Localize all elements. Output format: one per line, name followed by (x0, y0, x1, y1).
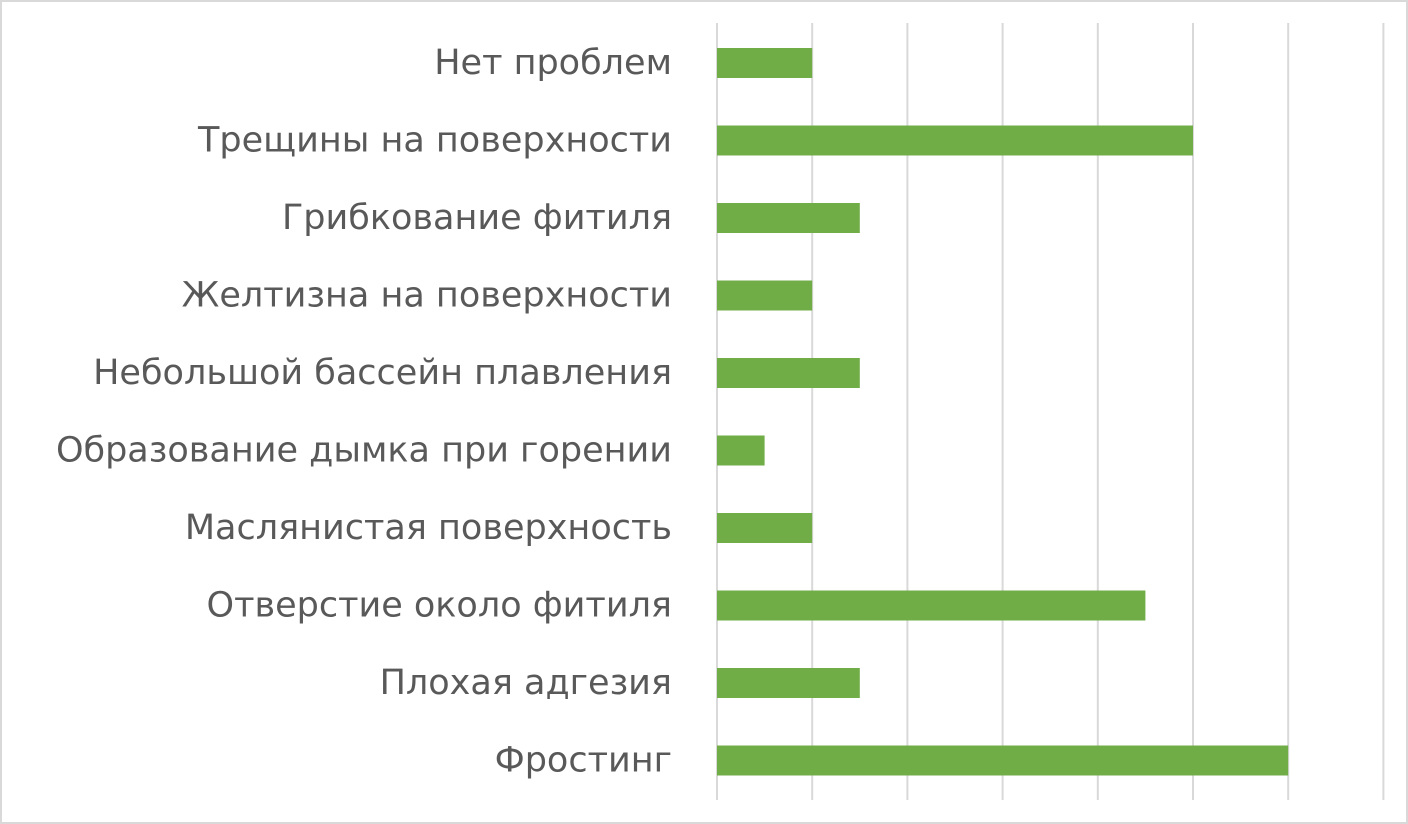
bar (717, 513, 813, 543)
category-label: Нет проблем (434, 43, 672, 83)
bar (717, 745, 1289, 776)
category-label: Отверстие около фитиля (207, 586, 672, 626)
bar (717, 435, 765, 466)
category-label: Образование дымка при горении (56, 431, 672, 471)
category-label: Желтизна на поверхности (182, 276, 672, 316)
bar (717, 203, 860, 233)
bar (717, 358, 860, 388)
category-label: Небольшой бассейн плавления (93, 353, 672, 393)
bar (717, 125, 1193, 156)
bar (717, 668, 860, 698)
category-label: Фростинг (495, 741, 672, 781)
bars (717, 48, 1289, 776)
category-label: Трещины на поверхности (197, 121, 672, 161)
bar (717, 590, 1146, 621)
category-label: Грибкование фитиля (282, 198, 672, 238)
category-labels: Нет проблем Трещины на поверхности Грибков… (56, 43, 672, 781)
bar (717, 48, 813, 78)
bar (717, 280, 813, 311)
category-label: Плохая адгезия (380, 663, 672, 703)
category-label: Маслянистая поверхность (185, 508, 672, 548)
